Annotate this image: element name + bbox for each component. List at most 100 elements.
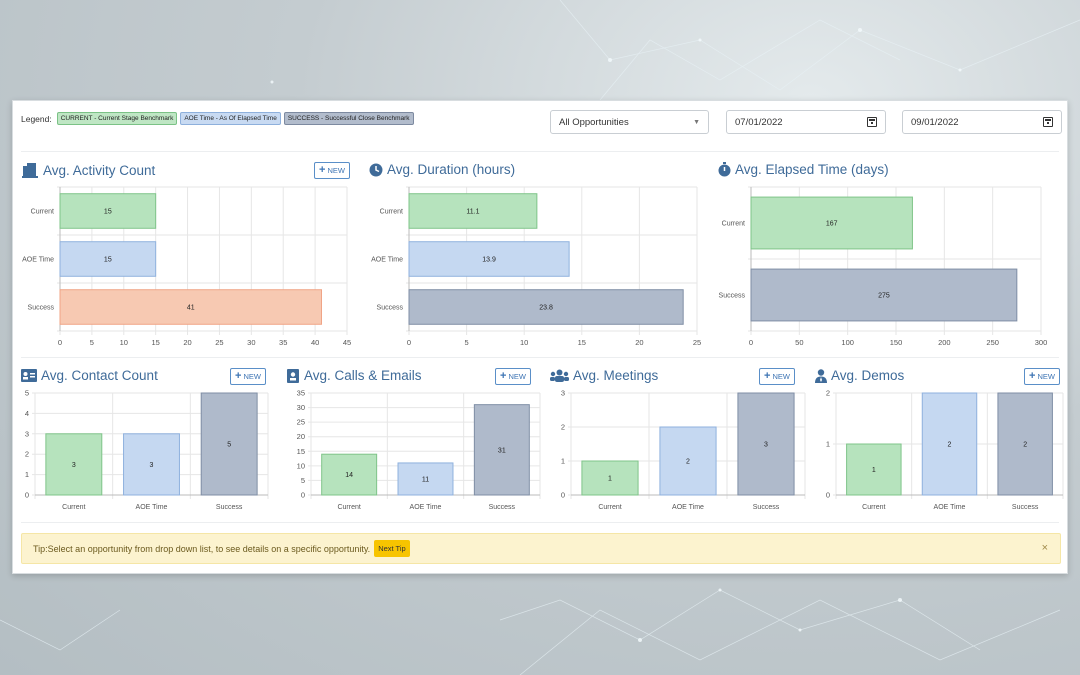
meetings-new-button[interactable]: + NEW <box>759 368 795 385</box>
y-tick-label: 4 <box>25 409 29 418</box>
chevron-down-icon: ▼ <box>693 118 700 126</box>
y-tick-label: 1 <box>561 457 565 466</box>
y-tick-label: 30 <box>297 403 305 412</box>
user-tie-icon <box>815 368 827 383</box>
users-icon <box>550 369 569 382</box>
category-label: Success <box>377 305 404 312</box>
calls-new-button[interactable]: + NEW <box>495 368 531 385</box>
bar-value-label: 275 <box>878 293 890 300</box>
category-label: Success <box>216 504 243 511</box>
category-label: Success <box>489 504 516 511</box>
start-date-input[interactable]: 07/01/2022 <box>726 110 886 134</box>
calendar-icon[interactable] <box>1043 117 1053 127</box>
divider <box>21 151 1059 152</box>
demos-chart: 0 1 2 1 Current 2 AOE Time 2 Success <box>826 389 1064 511</box>
end-date-value: 09/01/2022 <box>911 116 959 128</box>
y-tick-label: 3 <box>25 429 29 438</box>
plus-icon: + <box>1029 370 1036 382</box>
bar-success <box>473 404 530 496</box>
category-label: Success <box>28 305 55 312</box>
bar-success <box>750 268 1018 322</box>
category-label: Success <box>753 504 780 511</box>
x-tick-label: 15 <box>151 338 159 347</box>
x-tick-label: 20 <box>635 338 643 347</box>
bar-current <box>45 433 103 496</box>
x-tick-label: 10 <box>520 338 528 347</box>
bar-success <box>200 392 258 496</box>
elapsed-chart: 0 50 100 150 200 250 300 167 Current 275 Success <box>719 186 1047 347</box>
bar-value-label: 2 <box>948 442 952 449</box>
next-tip-button[interactable]: Next Tip <box>374 540 410 557</box>
x-tick-label: 25 <box>215 338 223 347</box>
door-icon <box>22 163 38 178</box>
new-label: NEW <box>772 372 790 381</box>
bar-value-label: 2 <box>686 459 690 466</box>
bar-success <box>408 289 684 325</box>
x-tick-label: 150 <box>890 338 903 347</box>
activity-new-button[interactable]: + NEW <box>314 162 350 179</box>
bar-value-label: 3 <box>764 442 768 449</box>
y-tick-label: 0 <box>301 491 305 500</box>
close-icon[interactable]: × <box>1041 542 1048 554</box>
bar-success <box>59 289 322 325</box>
calls-chart: 0 5 10 15 20 25 30 35 14 Current 11 AOE Time 31 Succe… <box>297 389 541 511</box>
bar-current <box>408 193 538 229</box>
new-label: NEW <box>327 166 345 175</box>
category-label: AOE Time <box>934 504 966 511</box>
plus-icon: + <box>235 370 242 382</box>
id-card-icon <box>21 369 37 382</box>
demos-title-text: Avg. Demos <box>831 368 905 383</box>
y-tick-label: 5 <box>301 476 305 485</box>
new-label: NEW <box>243 372 261 381</box>
legend-label: Legend: <box>21 113 52 124</box>
start-date-value: 07/01/2022 <box>735 116 783 128</box>
bar-aoe-time <box>921 392 978 496</box>
y-tick-label: 0 <box>25 491 29 500</box>
category-label: Success <box>719 293 746 300</box>
divider <box>21 522 1059 523</box>
y-tick-label: 2 <box>561 423 565 432</box>
y-tick-label: 2 <box>826 389 830 398</box>
category-label: Current <box>598 504 621 511</box>
bar-value-label: 2 <box>1023 442 1027 449</box>
end-date-input[interactable]: 09/01/2022 <box>902 110 1062 134</box>
category-label: Current <box>380 209 403 216</box>
elapsed-title-text: Avg. Elapsed Time (days) <box>735 162 889 177</box>
category-label: AOE Time <box>136 504 168 511</box>
category-label: Current <box>31 209 54 216</box>
demos-new-button[interactable]: + NEW <box>1024 368 1060 385</box>
contact-title-text: Avg. Contact Count <box>41 368 158 383</box>
x-tick-label: 0 <box>407 338 411 347</box>
contact-new-button[interactable]: + NEW <box>230 368 266 385</box>
opportunity-select[interactable]: All Opportunities ▼ <box>550 110 709 134</box>
activity-title-text: Avg. Activity Count <box>43 162 156 178</box>
x-tick-label: 200 <box>938 338 951 347</box>
category-label: Current <box>62 504 85 511</box>
bar-value-label: 11.1 <box>466 209 479 216</box>
activity-chart: 0 5 10 15 20 25 30 35 40 45 15 Current 15 AOE Time 41 S… <box>22 186 351 347</box>
bar-success <box>997 392 1053 496</box>
bar-current <box>59 193 157 229</box>
calendar-icon[interactable] <box>867 117 877 127</box>
x-tick-label: 10 <box>120 338 128 347</box>
bar-aoe-time <box>397 462 454 496</box>
category-label: Success <box>1012 504 1039 511</box>
legend-badge-success: SUCCESS - Successful Close Benchmark <box>283 112 414 125</box>
x-tick-label: 45 <box>343 338 351 347</box>
category-label: AOE Time <box>22 257 54 264</box>
legend-badge-current: CURRENT - Current Stage Benchmark <box>56 112 178 125</box>
demos-chart-title: Avg. Demos <box>815 368 904 383</box>
y-tick-label: 5 <box>25 389 29 398</box>
legend-badge-aoe: AOE Time - As Of Elapsed Time <box>180 112 281 125</box>
bar-aoe-time <box>659 426 717 496</box>
x-tick-label: 5 <box>90 338 94 347</box>
category-label: AOE Time <box>672 504 704 511</box>
category-label: Current <box>862 504 885 511</box>
y-tick-label: 25 <box>297 418 305 427</box>
x-tick-label: 25 <box>693 338 701 347</box>
contact-chart-title: Avg. Contact Count <box>21 368 158 383</box>
clock-icon <box>369 163 383 176</box>
address-book-icon <box>287 368 299 383</box>
category-label: Current <box>722 221 745 228</box>
